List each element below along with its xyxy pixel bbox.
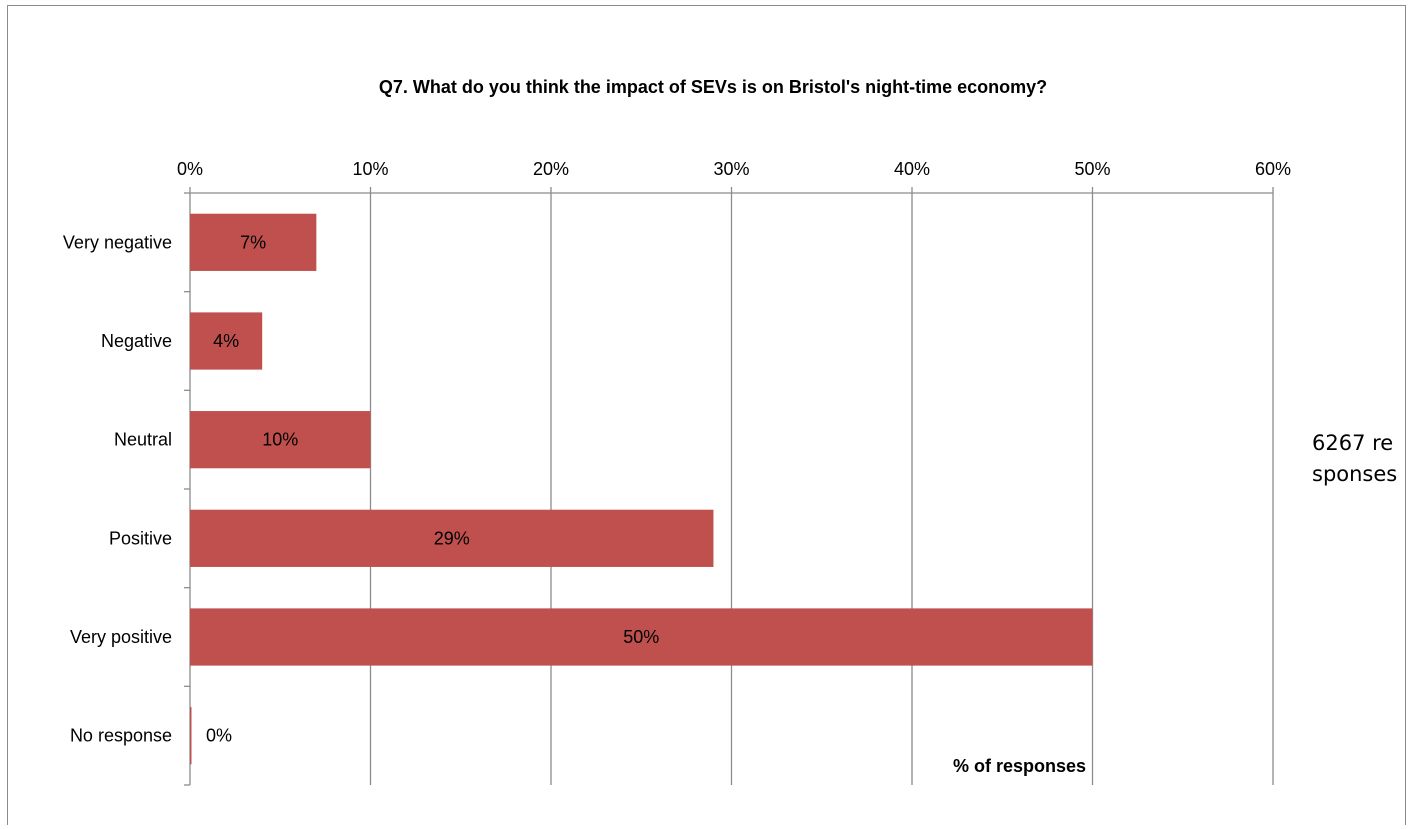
category-label: No response (70, 726, 172, 746)
x-tick-label: 60% (1255, 159, 1291, 179)
bar (190, 213, 317, 271)
data-label: 10% (262, 430, 298, 450)
data-label: 50% (623, 627, 659, 647)
bar (190, 608, 1093, 666)
x-axis-ticks: 0% 10% 20% 30% 40% 50% 60% (177, 159, 1291, 194)
x-tick-label: 20% (533, 159, 569, 179)
category-labels: Very negative Negative Neutral Positive Very… (63, 232, 172, 745)
bar (190, 509, 714, 567)
data-labels: 7% 4% 10% 29% 50% 0% (206, 232, 659, 745)
x-tick-label: 0% (177, 159, 203, 179)
gridlines (184, 192, 1274, 786)
category-label: Neutral (114, 430, 172, 450)
response-count-note: 6267 responses (1312, 431, 1398, 486)
data-label: 7% (240, 232, 266, 252)
category-label: Very negative (63, 232, 172, 252)
bar (190, 707, 192, 765)
category-label: Positive (109, 528, 172, 548)
data-label: 4% (213, 331, 239, 351)
category-label: Negative (101, 331, 172, 351)
category-label: Very positive (70, 627, 172, 647)
x-tick-label: 50% (1074, 159, 1110, 179)
chart-title: Q7. What do you think the impact of SEVs… (379, 77, 1047, 97)
bar (190, 312, 263, 370)
data-label: 0% (206, 726, 232, 746)
x-tick-label: 40% (894, 159, 930, 179)
bars (190, 213, 1093, 765)
x-axis-label: % of responses (953, 756, 1086, 776)
data-label: 29% (434, 528, 470, 548)
x-tick-label: 10% (352, 159, 388, 179)
chart-frame (7, 5, 1406, 825)
x-tick-label: 30% (713, 159, 749, 179)
bar (190, 411, 371, 469)
